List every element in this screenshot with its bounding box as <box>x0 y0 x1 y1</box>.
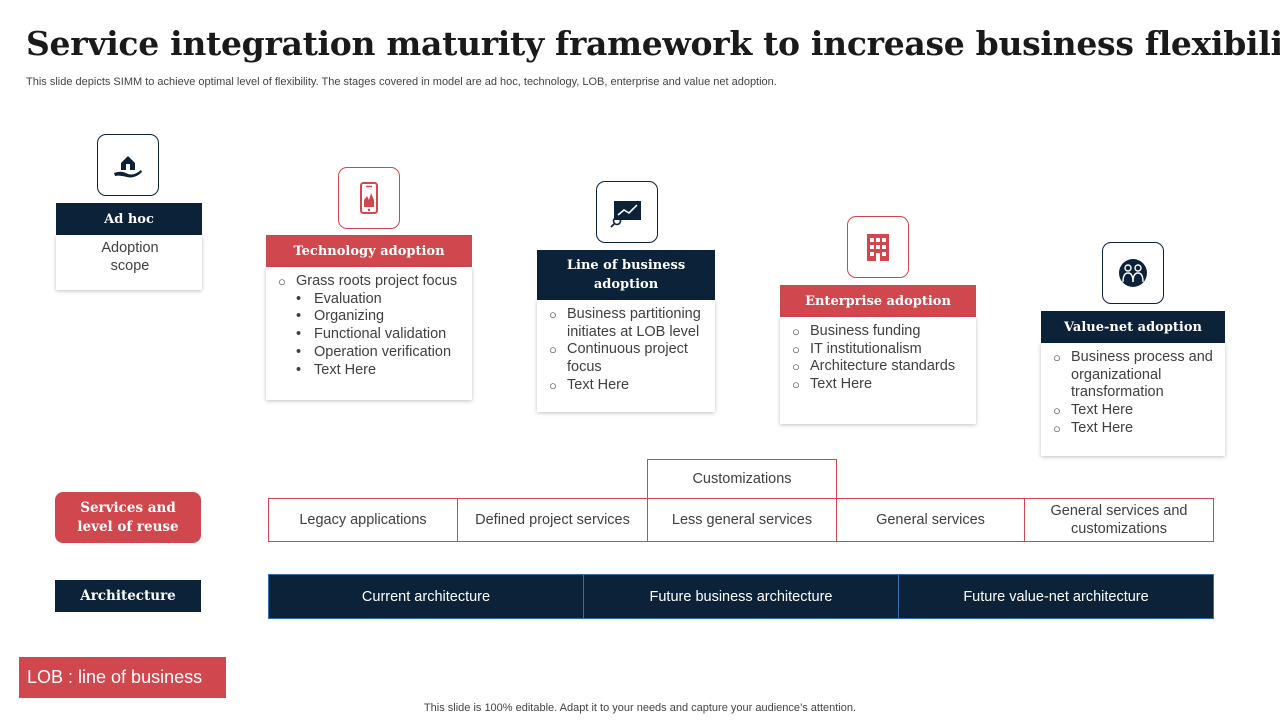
stage-icon-box <box>338 167 400 229</box>
stage-text: scope <box>110 257 150 274</box>
service-box-less-general: Less general services <box>647 498 837 542</box>
architecture-bar: Current architecture Future business arc… <box>268 574 1214 619</box>
stage-card-line-of-business-adoption: ○ Business partitioning initiates at LOB … <box>537 300 715 412</box>
service-box-legacy: Legacy applications <box>268 498 458 542</box>
list-item: ○ Architecture standards <box>792 358 956 375</box>
office-building-icon <box>867 234 889 261</box>
hand-house-icon <box>114 156 142 178</box>
list-subitem: • Functional validation <box>296 326 447 343</box>
lob-legend: LOB : line of business <box>19 657 226 698</box>
stage-card-technology-adoption: ○ Grass roots project focus • Evaluation •… <box>266 267 472 400</box>
list-subitem: • Evaluation <box>296 290 382 307</box>
services-row-label: Services and level of reuse <box>55 492 201 543</box>
stage-card-ad-hoc: Adoption scope <box>56 235 202 290</box>
list-item: ○ IT institutionalism <box>792 340 922 357</box>
stage-text: Adoption <box>101 240 159 256</box>
smartphone-icon <box>360 182 378 214</box>
list-item: ○ Business process and organizational tra… <box>1053 349 1213 401</box>
service-box-general: General services <box>836 498 1025 542</box>
stage-header-technology-adoption: Technology adoption <box>266 235 472 267</box>
page-subtitle: This slide depicts SIMM to achieve optim… <box>26 76 777 88</box>
architecture-segment-current: Current architecture <box>269 575 584 618</box>
stage-header-value-net-adoption: Value-net adoption <box>1041 311 1225 343</box>
list-subitem: • Operation verification <box>296 343 452 360</box>
stage-icon-box <box>847 216 909 278</box>
list-item: ○ Text Here <box>1053 402 1134 419</box>
list-item: ○ Text Here <box>1053 419 1134 436</box>
list-item: ○ Business partitioning initiates at LOB … <box>549 306 701 340</box>
stage-header-enterprise-adoption: Enterprise adoption <box>780 285 976 317</box>
list-item: ○ Text Here <box>792 376 873 393</box>
architecture-segment-future-business: Future business architecture <box>584 575 899 618</box>
footer-note: This slide is 100% editable. Adapt it to… <box>423 702 857 714</box>
list-item: ○ Text Here <box>549 376 630 393</box>
service-box-defined: Defined project services <box>457 498 648 542</box>
stage-card-value-net-adoption: ○ Business process and organizational tra… <box>1041 343 1225 456</box>
list-subitem: • Text Here <box>296 361 377 378</box>
service-box-general-custom: General services and customizations <box>1024 498 1214 542</box>
team-circle-icon <box>1119 259 1147 287</box>
customizations-box: Customizations <box>647 459 837 499</box>
list-item: ○ Grass roots project focus <box>278 273 458 289</box>
stage-card-enterprise-adoption: ○ Business funding ○ IT institutionalism ○… <box>780 317 976 424</box>
page-title: Service integration maturity framework t… <box>26 24 1280 63</box>
stage-icon-box <box>97 134 159 196</box>
stage-icon-box <box>596 181 658 243</box>
presentation-chart-icon <box>610 201 641 228</box>
stage-header-ad-hoc: Ad hoc <box>56 203 202 235</box>
list-item: ○ Continuous project focus <box>549 341 688 376</box>
stage-header-line-of-business-adoption: Line of business adoption <box>537 250 715 300</box>
list-item: ○ Business funding <box>792 323 921 339</box>
stage-icon-box <box>1102 242 1164 304</box>
list-subitem: • Organizing <box>296 308 385 325</box>
architecture-segment-future-value-net: Future value-net architecture <box>963 588 1149 605</box>
architecture-row-label: Architecture <box>55 580 201 612</box>
